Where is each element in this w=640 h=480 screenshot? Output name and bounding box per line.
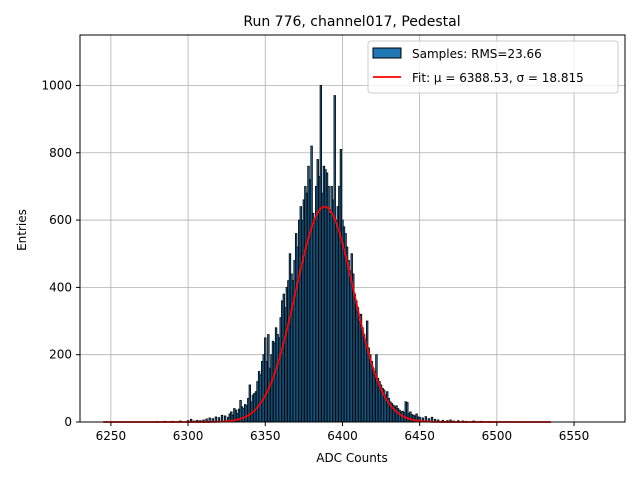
y-tick-label: 800 (49, 146, 72, 160)
x-tick-label: 6450 (404, 429, 435, 443)
x-tick-label: 6350 (250, 429, 281, 443)
x-tick-label: 6300 (173, 429, 204, 443)
y-tick-label: 400 (49, 280, 72, 294)
legend-box (367, 40, 619, 94)
y-axis-ticks: 0 200 400 600 800 1000 (41, 78, 80, 429)
legend-swatch-samples (372, 47, 402, 59)
x-axis-ticks: 6250 6300 6350 6400 6450 6500 6550 (96, 422, 590, 443)
legend-label-fit: Fit: μ = 6388.53, σ = 18.815 (412, 71, 584, 85)
chart-title: Run 776, channel017, Pedestal (243, 14, 460, 30)
y-tick-label: 200 (49, 348, 72, 362)
x-tick-label: 6500 (482, 429, 513, 443)
plot-area (79, 34, 626, 423)
x-tick-label: 6550 (559, 429, 590, 443)
y-tick-label: 600 (49, 213, 72, 227)
x-tick-label: 6400 (327, 429, 358, 443)
y-tick-label: 0 (64, 415, 72, 429)
legend: Samples: RMS=23.66 Fit: μ = 6388.53, σ =… (367, 40, 619, 94)
y-axis-label: Entries (15, 209, 29, 251)
y-tick-label: 1000 (41, 78, 72, 92)
legend-label-samples: Samples: RMS=23.66 (412, 47, 542, 61)
axes-frame (79, 34, 626, 423)
x-tick-label: 6250 (96, 429, 127, 443)
x-axis-label: ADC Counts (316, 451, 388, 465)
